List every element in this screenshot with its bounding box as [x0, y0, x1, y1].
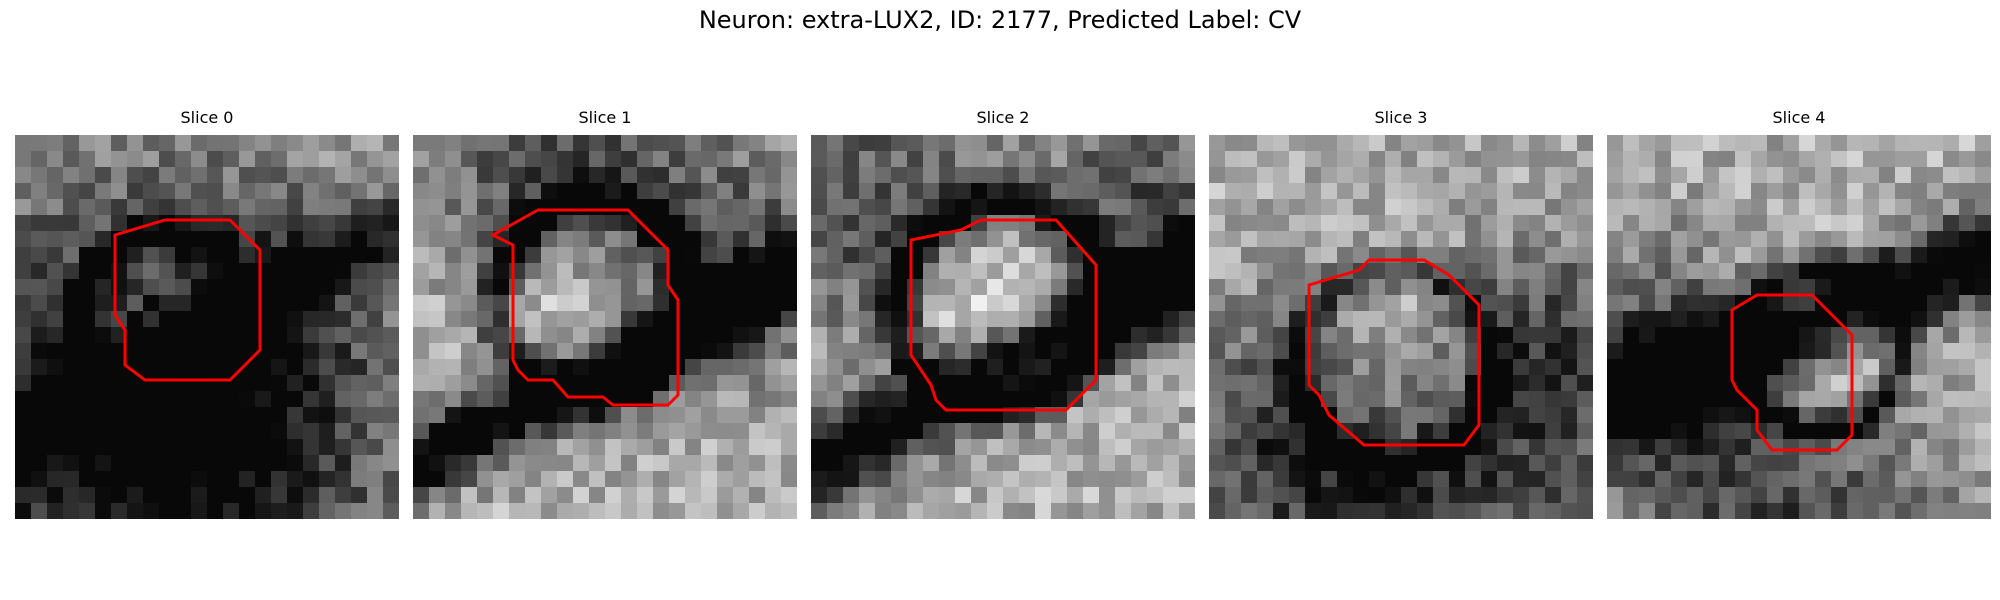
- figure-title: Neuron: extra-LUX2, ID: 2177, Predicted …: [698, 6, 1302, 34]
- slice-image-0: [15, 135, 399, 519]
- contour-outline: [909, 218, 1098, 412]
- contour-outline: [1307, 258, 1481, 447]
- slice-image-2: [811, 135, 1195, 519]
- slice-image-1: [413, 135, 797, 519]
- slice-title-1: Slice 1: [578, 108, 632, 127]
- contour-outline: [113, 218, 262, 382]
- slice-title-3: Slice 3: [1374, 108, 1428, 127]
- contour-outline: [1730, 293, 1854, 452]
- contour-outline: [489, 208, 680, 407]
- slice-image-4: [1607, 135, 1991, 519]
- slice-title-4: Slice 4: [1772, 108, 1826, 127]
- slice-title-0: Slice 0: [180, 108, 234, 127]
- slice-image-3: [1209, 135, 1593, 519]
- slice-title-2: Slice 2: [976, 108, 1030, 127]
